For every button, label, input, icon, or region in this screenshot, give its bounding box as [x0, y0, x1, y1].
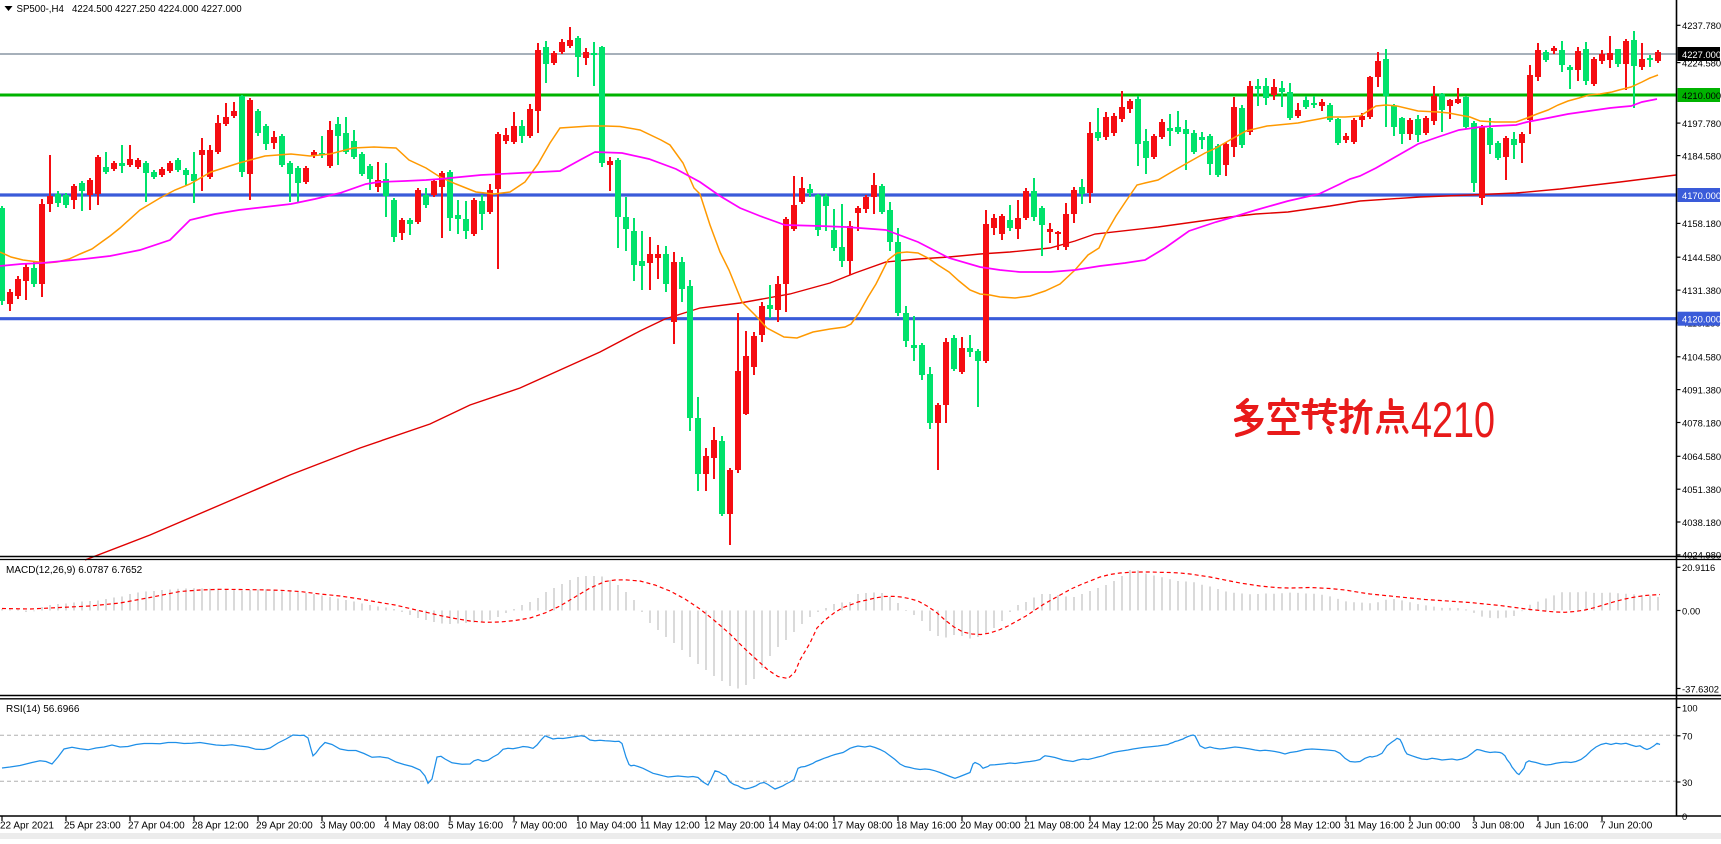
svg-text:0: 0	[1682, 811, 1687, 822]
svg-text:4064.580: 4064.580	[1682, 451, 1721, 462]
svg-text:21 May 08:00: 21 May 08:00	[1024, 821, 1085, 832]
svg-text:4131.380: 4131.380	[1682, 285, 1721, 296]
svg-text:0.00: 0.00	[1682, 605, 1700, 616]
svg-text:22 Apr 2021: 22 Apr 2021	[0, 821, 54, 832]
svg-text:10 May 04:00: 10 May 04:00	[576, 821, 637, 832]
svg-text:4144.580: 4144.580	[1682, 252, 1721, 263]
svg-text:4197.780: 4197.780	[1682, 118, 1721, 129]
svg-text:4120.000: 4120.000	[1682, 314, 1721, 325]
svg-text:31 May 16:00: 31 May 16:00	[1344, 821, 1405, 832]
svg-text:4184.580: 4184.580	[1682, 150, 1721, 161]
svg-text:25 May 20:00: 25 May 20:00	[1152, 821, 1213, 832]
svg-text:2 Jun 00:00: 2 Jun 00:00	[1408, 821, 1461, 832]
svg-text:4 May 08:00: 4 May 08:00	[384, 821, 439, 832]
svg-text:4210: 4210	[1411, 392, 1495, 448]
svg-text:70: 70	[1682, 731, 1692, 742]
svg-text:4078.180: 4078.180	[1682, 417, 1721, 428]
svg-text:4 Jun 16:00: 4 Jun 16:00	[1536, 821, 1589, 832]
svg-text:17 May 08:00: 17 May 08:00	[832, 821, 893, 832]
svg-text:18 May 16:00: 18 May 16:00	[896, 821, 957, 832]
svg-text:28 Apr 12:00: 28 Apr 12:00	[192, 821, 249, 832]
svg-text:4104.580: 4104.580	[1682, 352, 1721, 363]
svg-text:4224.580: 4224.580	[1682, 57, 1721, 68]
svg-text:4210.000: 4210.000	[1682, 90, 1721, 101]
svg-text:MACD(12,26,9) 6.0787 6.7652: MACD(12,26,9) 6.0787 6.7652	[6, 565, 143, 576]
svg-text:4237.780: 4237.780	[1682, 20, 1721, 31]
svg-text:7 Jun 20:00: 7 Jun 20:00	[1600, 821, 1653, 832]
svg-text:4091.380: 4091.380	[1682, 384, 1721, 395]
svg-text:28 May 12:00: 28 May 12:00	[1280, 821, 1341, 832]
svg-text:4158.180: 4158.180	[1682, 218, 1721, 229]
svg-text:4024.980: 4024.980	[1682, 550, 1721, 561]
svg-text:4227.000: 4227.000	[1682, 49, 1721, 60]
svg-text:24 May 12:00: 24 May 12:00	[1088, 821, 1149, 832]
svg-text:27 May 04:00: 27 May 04:00	[1216, 821, 1277, 832]
svg-text:12 May 20:00: 12 May 20:00	[704, 821, 765, 832]
svg-text:4170.000: 4170.000	[1682, 190, 1721, 201]
svg-text:3 Jun 08:00: 3 Jun 08:00	[1472, 821, 1525, 832]
svg-text:29 Apr 20:00: 29 Apr 20:00	[256, 821, 313, 832]
svg-text:20.9116: 20.9116	[1682, 562, 1715, 573]
svg-text:RSI(14) 56.6966: RSI(14) 56.6966	[6, 704, 80, 715]
svg-text:25 Apr 23:00: 25 Apr 23:00	[64, 821, 121, 832]
svg-text:20 May 00:00: 20 May 00:00	[960, 821, 1021, 832]
svg-text:100: 100	[1682, 702, 1698, 713]
svg-text:5 May 16:00: 5 May 16:00	[448, 821, 503, 832]
svg-text:11 May 12:00: 11 May 12:00	[640, 821, 700, 832]
svg-text:-37.6302: -37.6302	[1682, 683, 1719, 694]
svg-text:7 May 00:00: 7 May 00:00	[512, 821, 567, 832]
svg-text:SP500-,H4 4224.500 4227.250: SP500-,H4 4224.500 4227.250 4224.000 422…	[17, 4, 243, 15]
svg-text:14 May 04:00: 14 May 04:00	[768, 821, 829, 832]
svg-text:4051.380: 4051.380	[1682, 484, 1721, 495]
svg-text:4038.180: 4038.180	[1682, 517, 1721, 528]
svg-text:27 Apr 04:00: 27 Apr 04:00	[128, 821, 185, 832]
svg-text:30: 30	[1682, 777, 1692, 788]
svg-text:3 May 00:00: 3 May 00:00	[320, 821, 375, 832]
